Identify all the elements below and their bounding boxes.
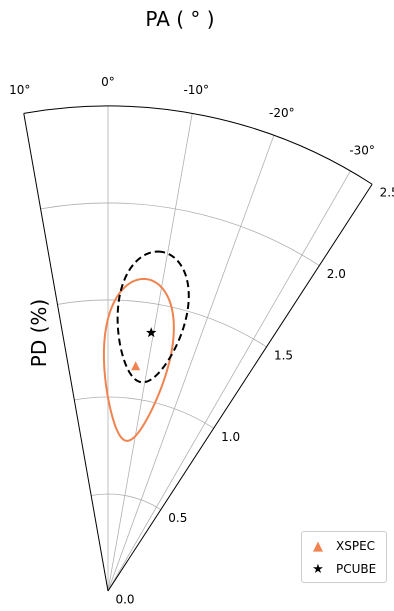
theta-tick-label: 0° <box>101 75 115 89</box>
r-tick-label: 1.5 <box>274 348 293 362</box>
legend-item-xspec: ▲ XSPEC <box>310 536 375 556</box>
theta-tick-label: -20° <box>269 106 295 120</box>
frame-right-edge <box>107 183 373 592</box>
grid <box>40 106 351 592</box>
r-tick-label: 2.5 <box>380 186 394 200</box>
arc-gridline <box>40 202 320 266</box>
frame-outer-arc <box>23 105 373 185</box>
theta-tick-label: -30° <box>349 143 375 157</box>
theta-tick-label: 10° <box>9 83 30 97</box>
radial-gridline <box>107 170 351 592</box>
legend-item-pcube: ★ PCUBE <box>310 559 376 579</box>
r-axis-title: PD (%) <box>27 299 51 367</box>
legend-label-pcube: PCUBE <box>336 562 377 576</box>
theta-tick-label: -10° <box>183 83 209 97</box>
plot-frame <box>23 105 373 592</box>
xspec-point <box>131 361 141 371</box>
theta-tick-labels: 10° 0° -10° -20° -30° <box>9 75 375 157</box>
r-tick-label: 2.0 <box>327 267 346 281</box>
triangle-marker-icon: ▲ <box>313 538 323 554</box>
arc-gridline <box>74 396 214 429</box>
radial-gridline <box>107 113 193 592</box>
arc-gridline <box>91 493 162 510</box>
r-tick-label: 0.0 <box>115 593 134 607</box>
theta-axis-title: PA ( ° ) <box>145 7 214 31</box>
star-marker-icon: ★ <box>312 561 324 577</box>
data-points <box>131 327 157 371</box>
arc-gridline <box>57 299 267 348</box>
legend-label-xspec: XSPEC <box>336 539 376 553</box>
r-tick-labels: 0.0 0.5 1.0 1.5 2.0 2.5 <box>115 186 394 607</box>
contours <box>102 250 190 442</box>
pcube-point <box>146 327 157 338</box>
r-tick-label: 0.5 <box>168 511 187 525</box>
radial-gridline <box>107 135 275 592</box>
r-tick-label: 1.0 <box>221 430 240 444</box>
contour-pcube <box>116 250 190 384</box>
frame-left-edge <box>23 113 109 592</box>
contour-xspec <box>102 277 175 442</box>
legend: ▲ XSPEC ★ PCUBE <box>301 531 387 583</box>
